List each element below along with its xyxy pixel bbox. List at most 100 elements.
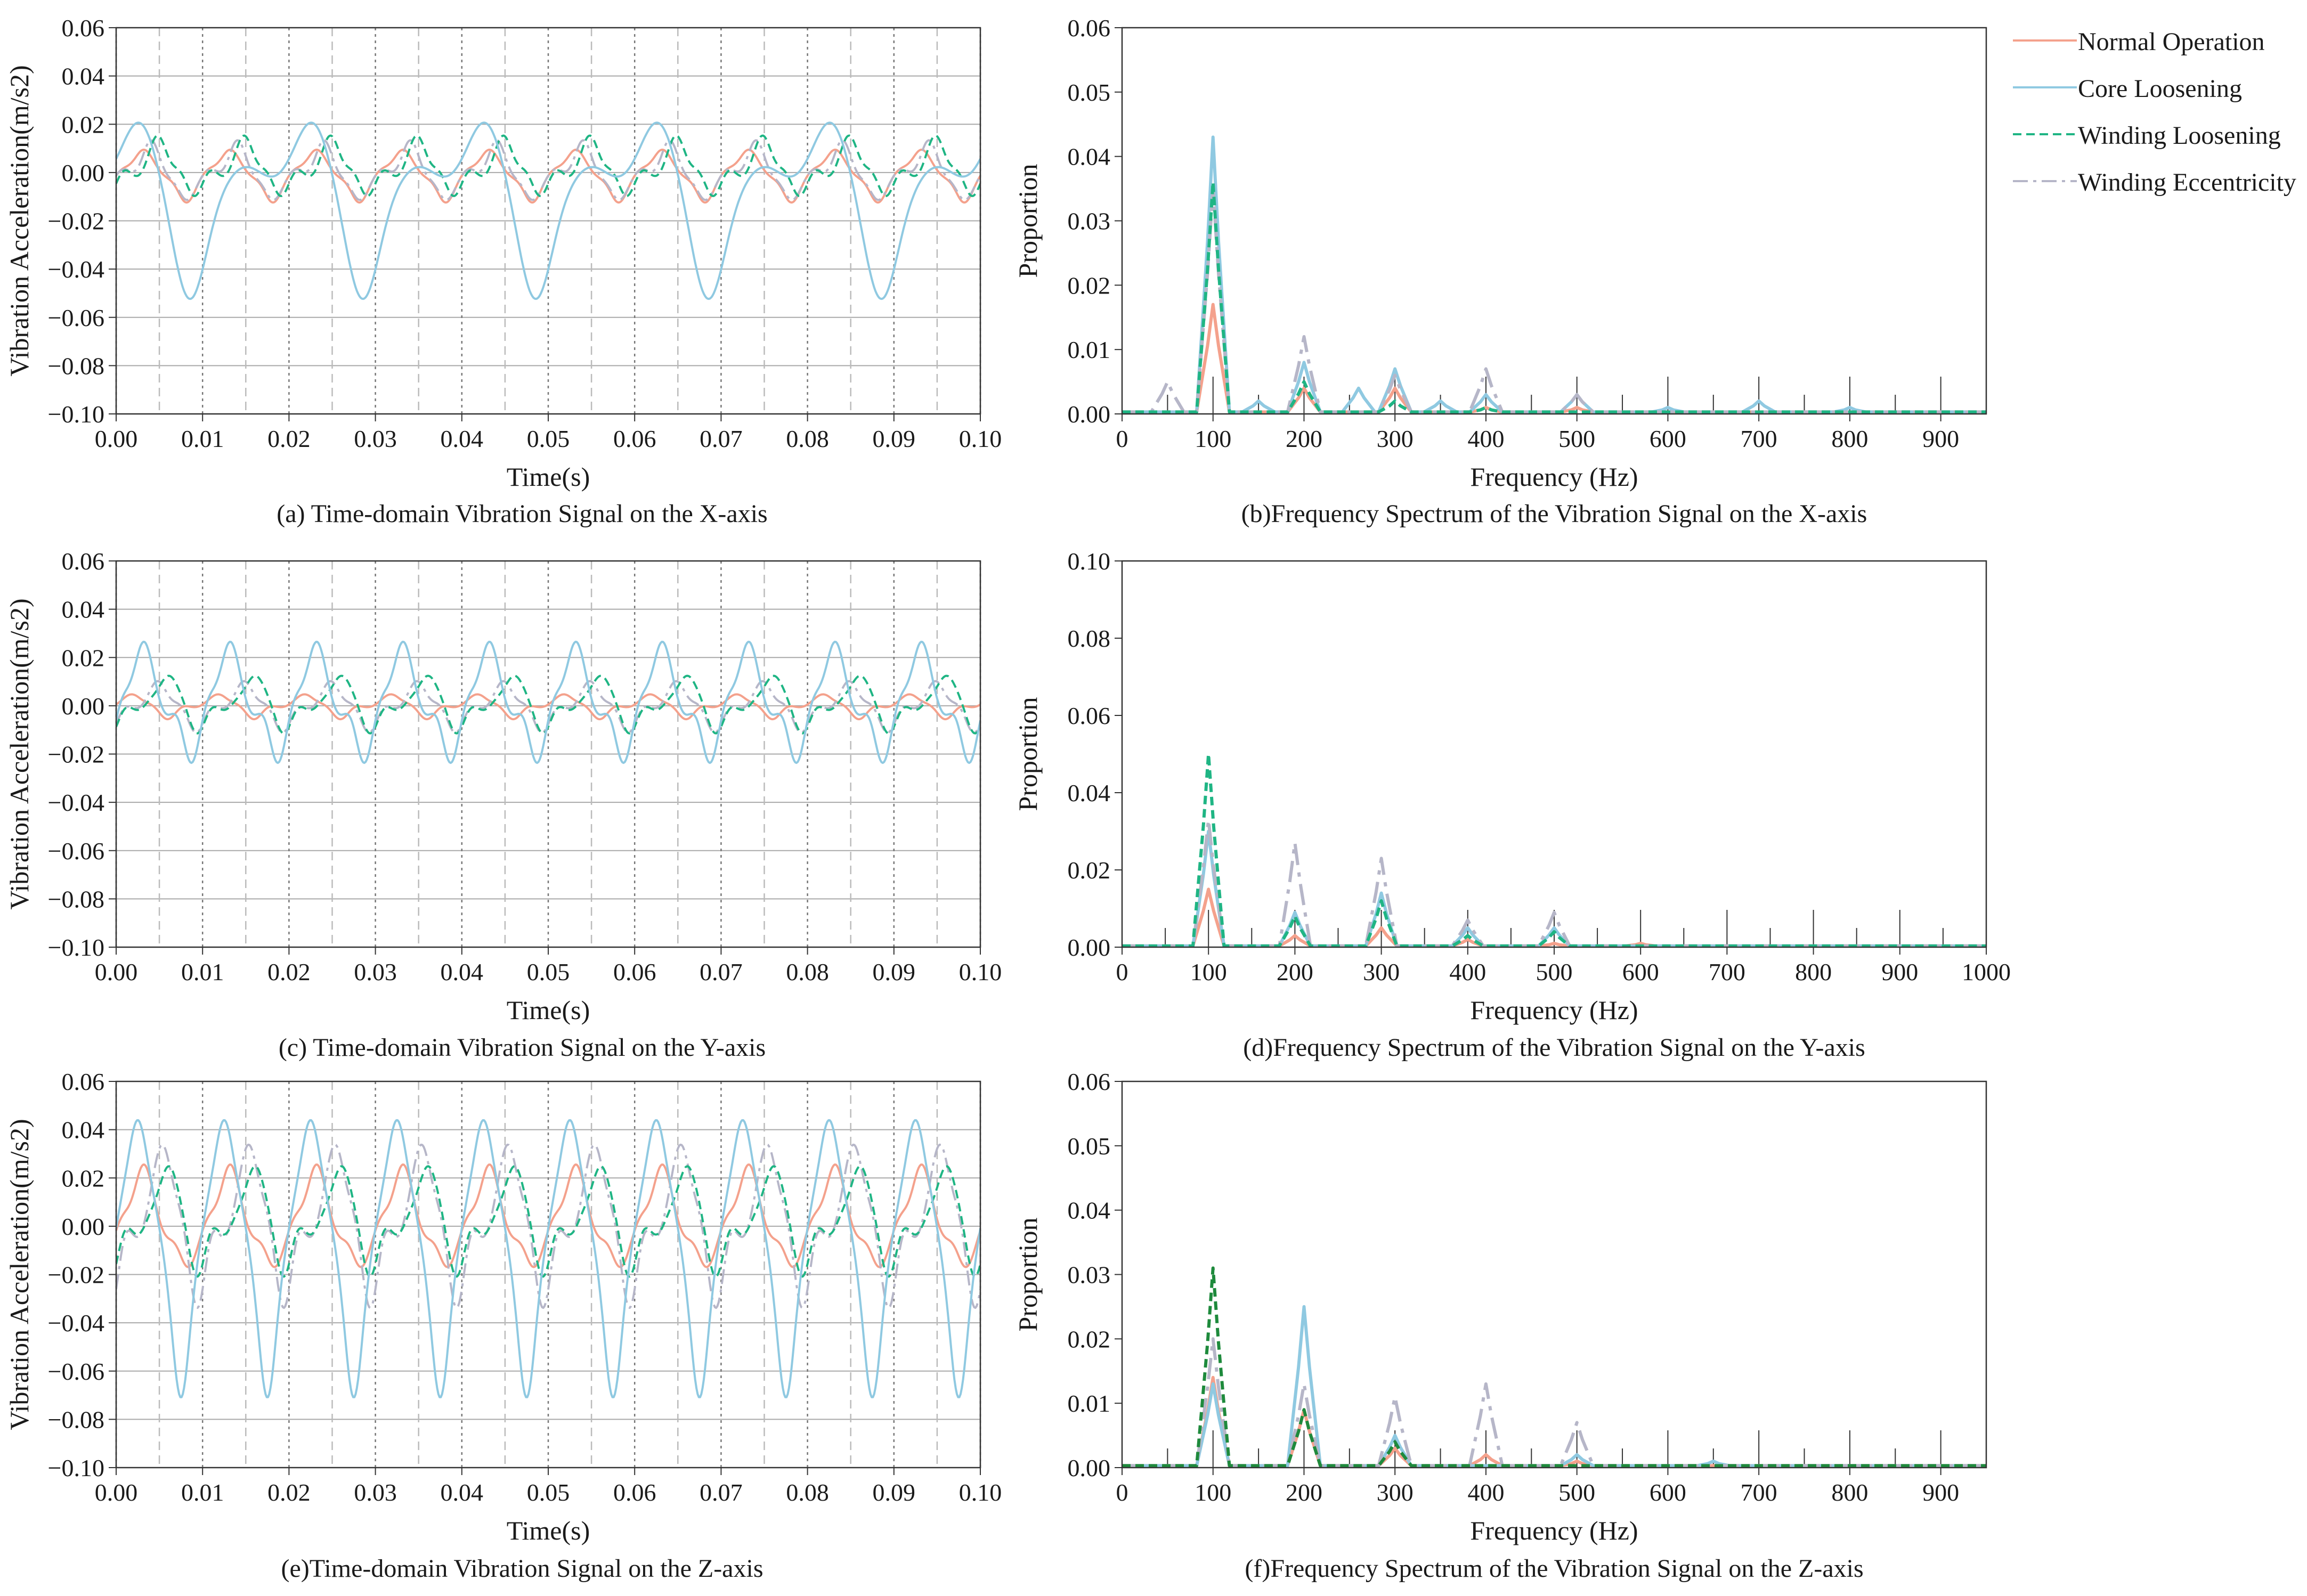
- y-axis-title: Vibration Acceleration(m/s2): [4, 1119, 34, 1430]
- series-line-normal-operation: [1122, 303, 1986, 414]
- legend-item: Winding Loosening: [2013, 121, 2281, 150]
- y-tick-label: 0.00: [62, 159, 105, 186]
- chart-c: 0.06 0.04 0.02 0.00 −0.02 −0.04 −0.06 −0.08 −0.1…: [4, 548, 1002, 1062]
- y-tick-label: −0.04: [48, 789, 104, 816]
- x-tick-label: 0.01: [181, 1479, 224, 1506]
- x-tick-label: 0.01: [181, 425, 224, 452]
- x-tick-label: 0.04: [441, 958, 484, 986]
- y-tick-label: −0.08: [48, 885, 104, 913]
- x-tick-label: 1000: [1962, 958, 2011, 986]
- x-tick-label: 500: [1558, 1479, 1595, 1506]
- x-tick-label: 0.05: [527, 958, 570, 986]
- x-tick-label: 400: [1449, 958, 1486, 986]
- series-line-winding-loosening: [116, 674, 980, 735]
- x-tick-label: 0.10: [959, 425, 1002, 452]
- x-tick-label: 100: [1195, 1479, 1231, 1506]
- plot-frame: [1121, 560, 1987, 948]
- y-tick-label: −0.04: [48, 1309, 104, 1337]
- legend-label: Winding Loosening: [2078, 121, 2281, 150]
- y-tick-label: 0.01: [1068, 336, 1111, 363]
- y-tick-label: 0.01: [1068, 1390, 1111, 1417]
- y-tick-label: 0.06: [1068, 14, 1111, 42]
- chart-b: 0.06 0.05 0.04 0.03 0.02 0.01 0.000 100 200 300 40…: [1013, 14, 1987, 528]
- series-group: [1122, 135, 1986, 414]
- chart-caption: (e)Time-domain Vibration Signal on the Z…: [281, 1554, 763, 1583]
- plot-frame: [115, 560, 981, 948]
- legend-item: Core Loosening: [2013, 75, 2242, 103]
- x-tick-label: 0.07: [700, 1479, 743, 1506]
- x-tick-label: 500: [1536, 958, 1573, 986]
- y-tick-label: −0.02: [48, 208, 104, 235]
- y-axis-title: Proportion: [1013, 697, 1043, 811]
- x-tick-label: 200: [1277, 958, 1313, 986]
- y-tick-label: 0.00: [1068, 1454, 1111, 1481]
- x-tick-label: 0: [1116, 425, 1128, 452]
- x-tick-label: 800: [1795, 958, 1832, 986]
- legend-item: Normal Operation: [2013, 28, 2265, 56]
- series-group: [116, 121, 980, 300]
- series-line-winding-eccentricity: [1122, 187, 1986, 414]
- y-tick-label: −0.08: [48, 352, 104, 379]
- x-axis-title: Frequency (Hz): [1470, 995, 1638, 1025]
- x-axis-title: Time(s): [507, 1516, 590, 1545]
- y-tick-label: −0.10: [48, 401, 104, 428]
- legend-label: Winding Eccentricity: [2078, 168, 2296, 197]
- x-tick-label: 0.02: [267, 425, 311, 452]
- y-tick-label: 0.06: [62, 14, 105, 42]
- x-tick-label: 0: [1116, 1479, 1128, 1506]
- y-tick-label: 0.04: [1068, 779, 1111, 807]
- x-tick-label: 0.09: [873, 1479, 916, 1506]
- y-tick-label: −0.10: [48, 934, 104, 961]
- series-line-winding-loosening: [1122, 1266, 1986, 1468]
- y-tick-label: 0.00: [62, 693, 105, 720]
- chart-caption: (f)Frequency Spectrum of the Vibration S…: [1245, 1554, 1863, 1583]
- y-tick-label: −0.10: [48, 1454, 104, 1481]
- x-tick-label: 300: [1377, 425, 1414, 452]
- y-tick-label: 0.00: [62, 1213, 105, 1240]
- x-tick-label: 400: [1467, 425, 1504, 452]
- x-tick-label: 700: [1741, 1479, 1777, 1506]
- x-tick-label: 0.05: [527, 1479, 570, 1506]
- x-tick-label: 0.02: [267, 958, 311, 986]
- y-axis-title: Proportion: [1013, 1218, 1043, 1332]
- y-tick-label: 0.05: [1068, 1133, 1111, 1160]
- y-tick-label: −0.02: [48, 1261, 104, 1289]
- y-tick-label: −0.02: [48, 741, 104, 768]
- series-group: [1122, 1266, 1986, 1468]
- x-tick-label: 0.05: [527, 425, 570, 452]
- plot-frame: [1121, 27, 1987, 415]
- chart-d: 0.10 0.08 0.06 0.04 0.02 0.000 100 200 300 400 500…: [1013, 548, 2011, 1062]
- x-tick-label: 700: [1709, 958, 1745, 986]
- chart-a: 0.06 0.04 0.02 0.00 −0.02 −0.04 −0.06 −0.08 −0.1…: [4, 14, 1002, 528]
- y-axis-title: Proportion: [1013, 164, 1043, 278]
- x-tick-label: 0.10: [959, 1479, 1002, 1506]
- y-tick-label: 0.04: [62, 1117, 105, 1144]
- series-line-winding-eccentricity: [116, 1143, 980, 1309]
- y-tick-label: −0.06: [48, 1358, 104, 1385]
- legend-label: Core Loosening: [2078, 75, 2242, 103]
- y-tick-label: 0.05: [1068, 79, 1111, 106]
- x-tick-label: 0.09: [873, 425, 916, 452]
- x-tick-label: 0.06: [613, 425, 656, 452]
- series-group: [116, 1119, 980, 1398]
- y-tick-label: 0.06: [1068, 702, 1111, 729]
- x-axis-title: Time(s): [507, 995, 590, 1025]
- y-tick-label: −0.04: [48, 256, 104, 283]
- y-axis-title: Vibration Acceleration(m/s2): [4, 598, 34, 909]
- series-line-core-loosening: [1122, 135, 1986, 414]
- y-tick-label: 0.10: [1068, 548, 1111, 575]
- x-tick-label: 0.03: [354, 425, 397, 452]
- x-tick-label: 0.09: [873, 958, 916, 986]
- series-line-winding-loosening: [116, 134, 980, 197]
- legend-label: Normal Operation: [2078, 28, 2265, 56]
- y-tick-label: 0.04: [1068, 143, 1111, 170]
- chart-caption: (a) Time-domain Vibration Signal on the …: [277, 500, 767, 528]
- series-line-winding-eccentricity: [1122, 1337, 1986, 1468]
- x-tick-label: 0.01: [181, 958, 224, 986]
- y-tick-label: 0.02: [62, 1165, 105, 1192]
- y-tick-label: 0.02: [1068, 1325, 1111, 1353]
- y-tick-label: 0.02: [1068, 857, 1111, 884]
- y-tick-label: 0.00: [1068, 401, 1111, 428]
- x-tick-label: 0.00: [95, 425, 138, 452]
- chart-caption: (b)Frequency Spectrum of the Vibration S…: [1241, 500, 1867, 528]
